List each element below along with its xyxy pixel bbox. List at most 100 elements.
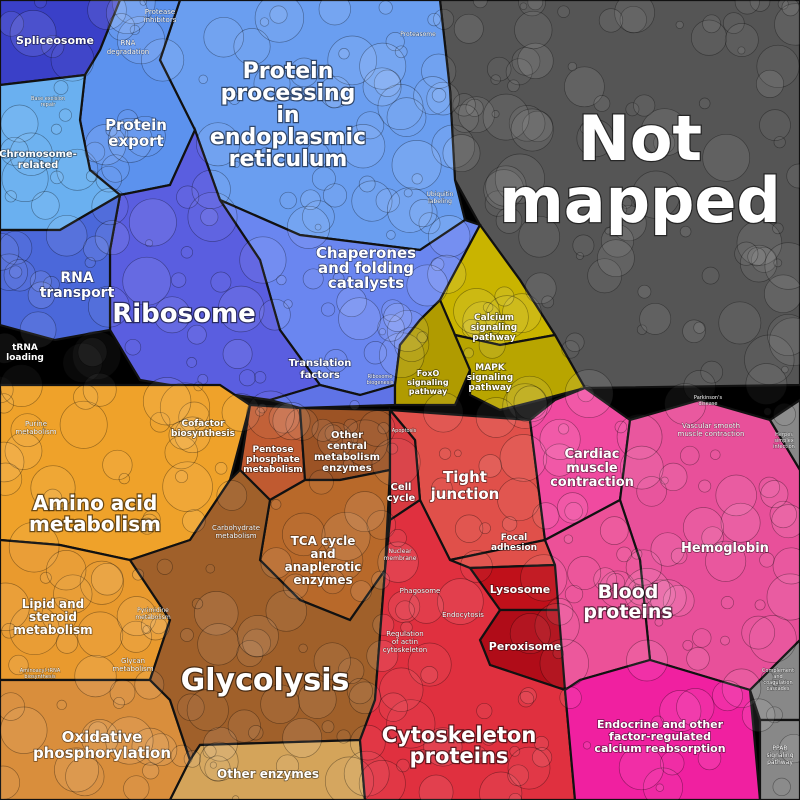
label-line: proteins [410,744,509,768]
voronoi-cell [232,796,239,800]
voronoi-cell [125,339,141,355]
label-line: cascades [766,686,789,692]
label-line: biogenesis [367,380,394,386]
label-line: Endocytosis [442,611,484,619]
voronoi-cell [271,499,281,509]
label-line: Hemoglobin [681,541,769,556]
label-ribosome: Ribosome [112,299,255,329]
label-line: Lipid and [22,597,84,611]
voronoi-cell [694,322,705,333]
voronoi-cell [476,398,516,438]
label-spliceosome: Spliceosome [16,34,94,47]
label-line: cytoskeleton [383,646,428,654]
voronoi-cell [143,377,191,425]
voronoi-cell [350,400,359,409]
voronoi-cell [480,523,491,534]
voronoi-cell [387,98,426,137]
voronoi-cell [199,75,208,84]
voronoi-cell [140,0,147,5]
voronoi-cell [254,372,266,384]
label-line: related [18,160,59,171]
voronoi-cell [247,391,295,439]
voronoi-cell [600,517,628,545]
voronoi-cell [372,571,390,589]
voronoi-cell [455,450,462,457]
label-line: Calcium [474,313,514,323]
voronoi-cell [95,221,129,255]
label-line: junction [430,485,500,503]
voronoi-cell [299,644,308,653]
label-line: Glycolysis [181,663,350,698]
label-line: Glycan [121,657,145,665]
voronoi-cell [280,192,297,209]
voronoi-cell [387,231,396,240]
label-line: mapped [499,164,781,237]
label-line: pathway [767,759,793,766]
label-line: enzymes [322,463,371,474]
label-line: Blood [598,581,659,603]
voronoi-cell [492,110,499,117]
voronoi-cell [57,700,67,710]
label-line: Pyrimidine [137,607,169,614]
voronoi-cell [192,598,203,609]
voronoi-cell [782,0,799,16]
voronoi-cell [764,408,772,416]
voronoi-cell [615,421,627,433]
label-proteasome: Proteasome [400,31,436,38]
voronoi-cell [123,257,171,305]
voronoi-cell [421,666,438,683]
voronoi-cell [565,370,613,418]
voronoi-cell [638,285,651,298]
voronoi-cell [359,176,375,192]
voronoi-cell [760,110,791,141]
voronoi-cell [454,14,483,43]
voronoi-cell [455,515,483,543]
label-line: Cardiac [565,447,620,462]
label-line: muscle [566,461,618,476]
label-line: Chromosome- [0,149,77,160]
voronoi-cell [345,492,385,532]
voronoi-cell [573,235,594,256]
label-line: adhesion [491,543,537,553]
voronoi-cell [721,596,733,608]
voronoi-cell [239,370,255,386]
voronoi-cell [770,501,797,528]
voronoi-cell [597,240,634,277]
label-line: muscle contraction [678,430,745,438]
voronoi-cell [491,75,501,85]
label-line: and [310,547,335,561]
voronoi-cell [725,23,758,56]
label-line: enzymes [293,573,352,587]
voronoi-cell [287,206,329,248]
voronoi-cell [183,510,206,533]
voronoi-cell [211,272,231,292]
voronoi-cell [249,725,264,740]
voronoi-cell [464,348,474,358]
label-line: Carbohydrate [212,524,260,532]
label-line: signaling [766,752,793,759]
voronoi-cell [508,747,550,789]
label-line: factors [300,370,340,381]
label-line: cycle [387,493,416,504]
voronoi-cell [223,339,252,368]
voronoi-cell [217,481,247,511]
voronoi-cell [51,171,64,184]
voronoi-cell [283,718,322,757]
label-line: pathway [409,387,448,396]
voronoi-cell [92,188,128,224]
label-line: proteins [583,601,672,623]
voronoi-cell [337,730,350,743]
voronoi-cell [755,600,765,610]
voronoi-cell [135,670,164,699]
label-line: pathway [468,383,511,393]
label-line: Cell [391,482,412,493]
label-line: Translation [289,358,352,369]
label-line: biosynthesis [24,674,56,680]
voronoi-cell [141,39,183,81]
label-line: biosynthesis [171,429,235,439]
voronoi-cell [10,266,22,278]
